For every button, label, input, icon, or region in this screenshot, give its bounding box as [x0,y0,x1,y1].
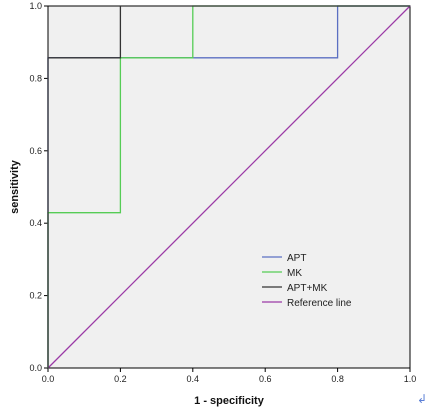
y-tick-label: 0.0 [29,363,42,373]
legend-label-reference-line: Reference line [287,298,352,309]
y-axis-title: sensitivity [9,159,21,214]
legend-label-apt-mk: APT+MK [287,283,328,294]
y-tick-label: 0.2 [29,291,42,301]
x-tick-label: 1.0 [404,374,417,384]
x-tick-label: 0.4 [187,374,200,384]
x-tick-label: 0.6 [259,374,272,384]
legend-label-apt: APT [287,253,306,264]
x-axis-title: 1 - specificity [194,395,265,407]
x-tick-label: 0.0 [42,374,55,384]
y-tick-label: 0.4 [29,218,42,228]
return-mark-icon: ↲ [417,392,428,406]
series-line-reference-line [47,5,411,369]
legend-label-mk: MK [287,268,302,279]
y-tick-label: 1.0 [29,1,42,11]
x-tick-label: 0.8 [331,374,344,384]
x-tick-label: 0.2 [114,374,127,384]
series-line-apt-mk [47,5,410,368]
y-tick-label: 0.6 [29,146,42,156]
y-tick-label: 0.8 [29,73,42,83]
